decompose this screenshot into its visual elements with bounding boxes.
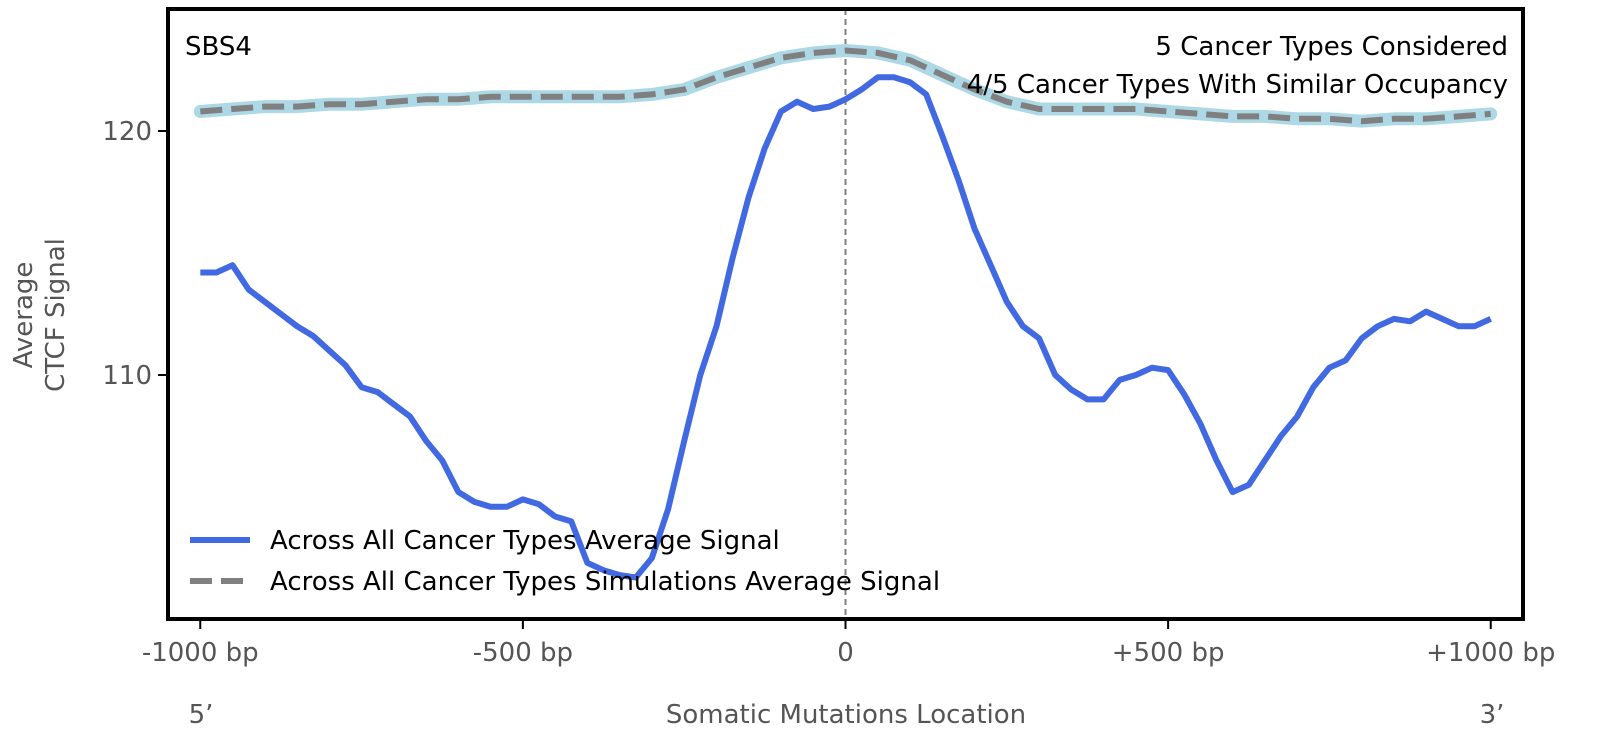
x-tick-label: +500 bp <box>1112 638 1225 668</box>
annotation-similar-occupancy: 4/5 Cancer Types With Similar Occupancy <box>967 70 1508 100</box>
x-tick-label: +1000 bp <box>1426 638 1555 668</box>
y-axis-title-line1: Average <box>9 262 39 369</box>
end-label-5prime: 5’ <box>189 700 214 730</box>
x-axis-title: Somatic Mutations Location <box>666 700 1026 730</box>
end-label-3prime: 3’ <box>1480 700 1505 730</box>
x-tick-label: -500 bp <box>473 638 573 668</box>
legend-sim-label: Across All Cancer Types Simulations Aver… <box>270 567 940 597</box>
simulation-line <box>200 47 1491 125</box>
legend: Across All Cancer Types Average Signal A… <box>190 526 940 597</box>
x-tick-label: -1000 bp <box>142 638 259 668</box>
annotation-considered: 5 Cancer Types Considered <box>1155 32 1508 62</box>
real-signal-line <box>200 74 1492 581</box>
signature-label: SBS4 <box>185 32 252 62</box>
x-tick-label: 0 <box>837 638 854 668</box>
y-tick-label: 120 <box>102 117 152 147</box>
y-axis-title-line2: CTCF Signal <box>41 238 71 392</box>
legend-real-label: Across All Cancer Types Average Signal <box>270 526 780 556</box>
y-tick-label: 110 <box>102 361 152 391</box>
